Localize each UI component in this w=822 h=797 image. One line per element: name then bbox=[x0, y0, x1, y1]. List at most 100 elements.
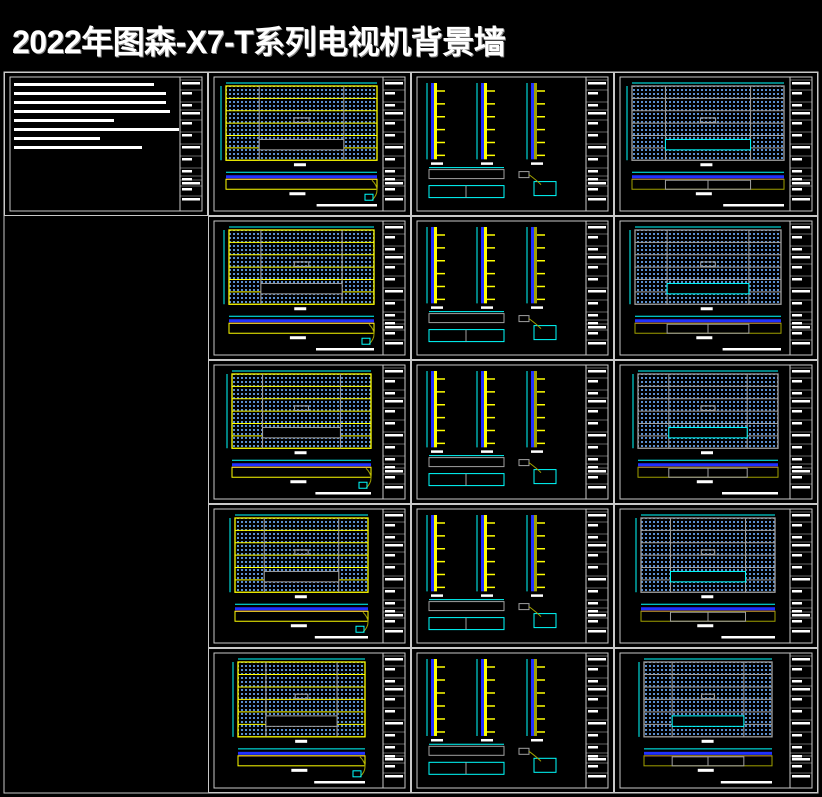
title-block-text bbox=[385, 370, 403, 373]
title-block-text bbox=[588, 134, 598, 137]
section-panel bbox=[484, 227, 487, 304]
node-detail bbox=[533, 757, 557, 773]
cabinet-plan bbox=[428, 169, 505, 180]
title-block-text bbox=[792, 188, 802, 191]
title-block-text bbox=[588, 410, 598, 413]
tv-cabinet bbox=[664, 138, 752, 151]
title-block-text bbox=[588, 758, 606, 761]
title-block-text bbox=[385, 158, 395, 161]
title-block-text bbox=[792, 380, 802, 383]
sheet-border bbox=[614, 360, 818, 504]
tv-socket bbox=[700, 405, 716, 411]
title-block-text bbox=[385, 758, 403, 761]
section-label bbox=[431, 450, 443, 453]
section-wall bbox=[531, 371, 534, 448]
title-block bbox=[790, 655, 812, 778]
plan-wall bbox=[238, 751, 365, 755]
title-block-text bbox=[385, 92, 395, 95]
title-block-text bbox=[182, 182, 200, 185]
title-block-text bbox=[385, 170, 395, 173]
title-block-text bbox=[385, 566, 395, 569]
title-block-text bbox=[792, 342, 810, 345]
title-block-text bbox=[588, 610, 598, 613]
title-block bbox=[790, 223, 812, 345]
title-block-text bbox=[588, 698, 598, 701]
title-block-text bbox=[385, 266, 395, 269]
elevation-label bbox=[701, 595, 714, 599]
title-block-text bbox=[588, 342, 606, 345]
sheet-border bbox=[614, 72, 818, 216]
title-block-text bbox=[792, 610, 802, 613]
section-panel bbox=[484, 515, 487, 592]
title-block-text bbox=[792, 92, 802, 95]
sheet-inner-border bbox=[416, 76, 609, 212]
title-block-text bbox=[385, 578, 403, 581]
title-block-text bbox=[385, 775, 403, 778]
note-text-line bbox=[14, 137, 100, 140]
sheet-border bbox=[411, 504, 614, 648]
sheet-caption bbox=[720, 781, 772, 784]
title-block-text bbox=[385, 82, 403, 85]
sheet-border bbox=[208, 648, 411, 793]
title-block-text bbox=[385, 146, 403, 149]
note-text-line bbox=[14, 146, 142, 149]
title-block bbox=[586, 655, 608, 778]
title-block-text bbox=[385, 722, 403, 725]
sheet-inner-border bbox=[9, 76, 203, 212]
title-block-text bbox=[588, 290, 606, 293]
plan-detail bbox=[361, 337, 371, 345]
title-block-text bbox=[385, 188, 395, 191]
cabinet-plan bbox=[428, 745, 505, 756]
plan-wall bbox=[638, 463, 778, 467]
title-block-text bbox=[792, 476, 802, 479]
title-block-text bbox=[588, 554, 598, 557]
section-wall bbox=[431, 227, 434, 304]
title-block-text bbox=[792, 266, 802, 269]
node-detail bbox=[518, 315, 530, 323]
plan-wall bbox=[232, 463, 371, 467]
title-block-text bbox=[385, 466, 395, 469]
title-block-text bbox=[385, 668, 395, 671]
plan-outline bbox=[237, 755, 366, 767]
note-text-line bbox=[14, 110, 170, 113]
title-block-text bbox=[792, 775, 810, 778]
elevation-label bbox=[701, 739, 714, 743]
title-block-text bbox=[792, 734, 802, 737]
drawing-sheet bbox=[614, 360, 818, 504]
title-block-text bbox=[792, 400, 810, 403]
section-panel bbox=[434, 659, 437, 736]
title-block-text bbox=[385, 326, 403, 329]
title-block-text bbox=[588, 332, 598, 335]
title-block-text bbox=[792, 198, 810, 201]
note-text-line bbox=[14, 83, 154, 86]
title-block-text bbox=[792, 158, 802, 161]
title-block-text bbox=[588, 112, 606, 115]
sheet-border bbox=[208, 216, 411, 360]
title-block-text bbox=[588, 380, 598, 383]
title-block-text bbox=[588, 602, 598, 605]
title-block-text bbox=[792, 566, 802, 569]
title-block-text bbox=[385, 104, 395, 107]
plan-label bbox=[696, 480, 713, 484]
section-panel bbox=[434, 83, 437, 160]
elevation-label bbox=[700, 163, 713, 167]
title-block-text bbox=[792, 470, 810, 473]
sheet-caption bbox=[316, 348, 374, 351]
title-block-text bbox=[792, 226, 810, 229]
title-block-text bbox=[792, 290, 810, 293]
title-block-text bbox=[792, 486, 810, 489]
title-block-text bbox=[588, 476, 598, 479]
title-block-text bbox=[385, 514, 403, 517]
section-wall bbox=[431, 515, 434, 592]
title-block-text bbox=[385, 392, 395, 395]
title-block-text bbox=[385, 620, 395, 623]
drawing-sheet bbox=[614, 648, 818, 793]
title-block-text bbox=[588, 326, 606, 329]
title-block bbox=[180, 79, 202, 201]
title-block-text bbox=[385, 178, 395, 181]
plan-outline bbox=[228, 322, 375, 334]
cabinet-plan bbox=[428, 457, 505, 468]
title-block-text bbox=[182, 198, 200, 201]
tv-cabinet bbox=[666, 282, 750, 295]
plan-label bbox=[696, 336, 713, 340]
